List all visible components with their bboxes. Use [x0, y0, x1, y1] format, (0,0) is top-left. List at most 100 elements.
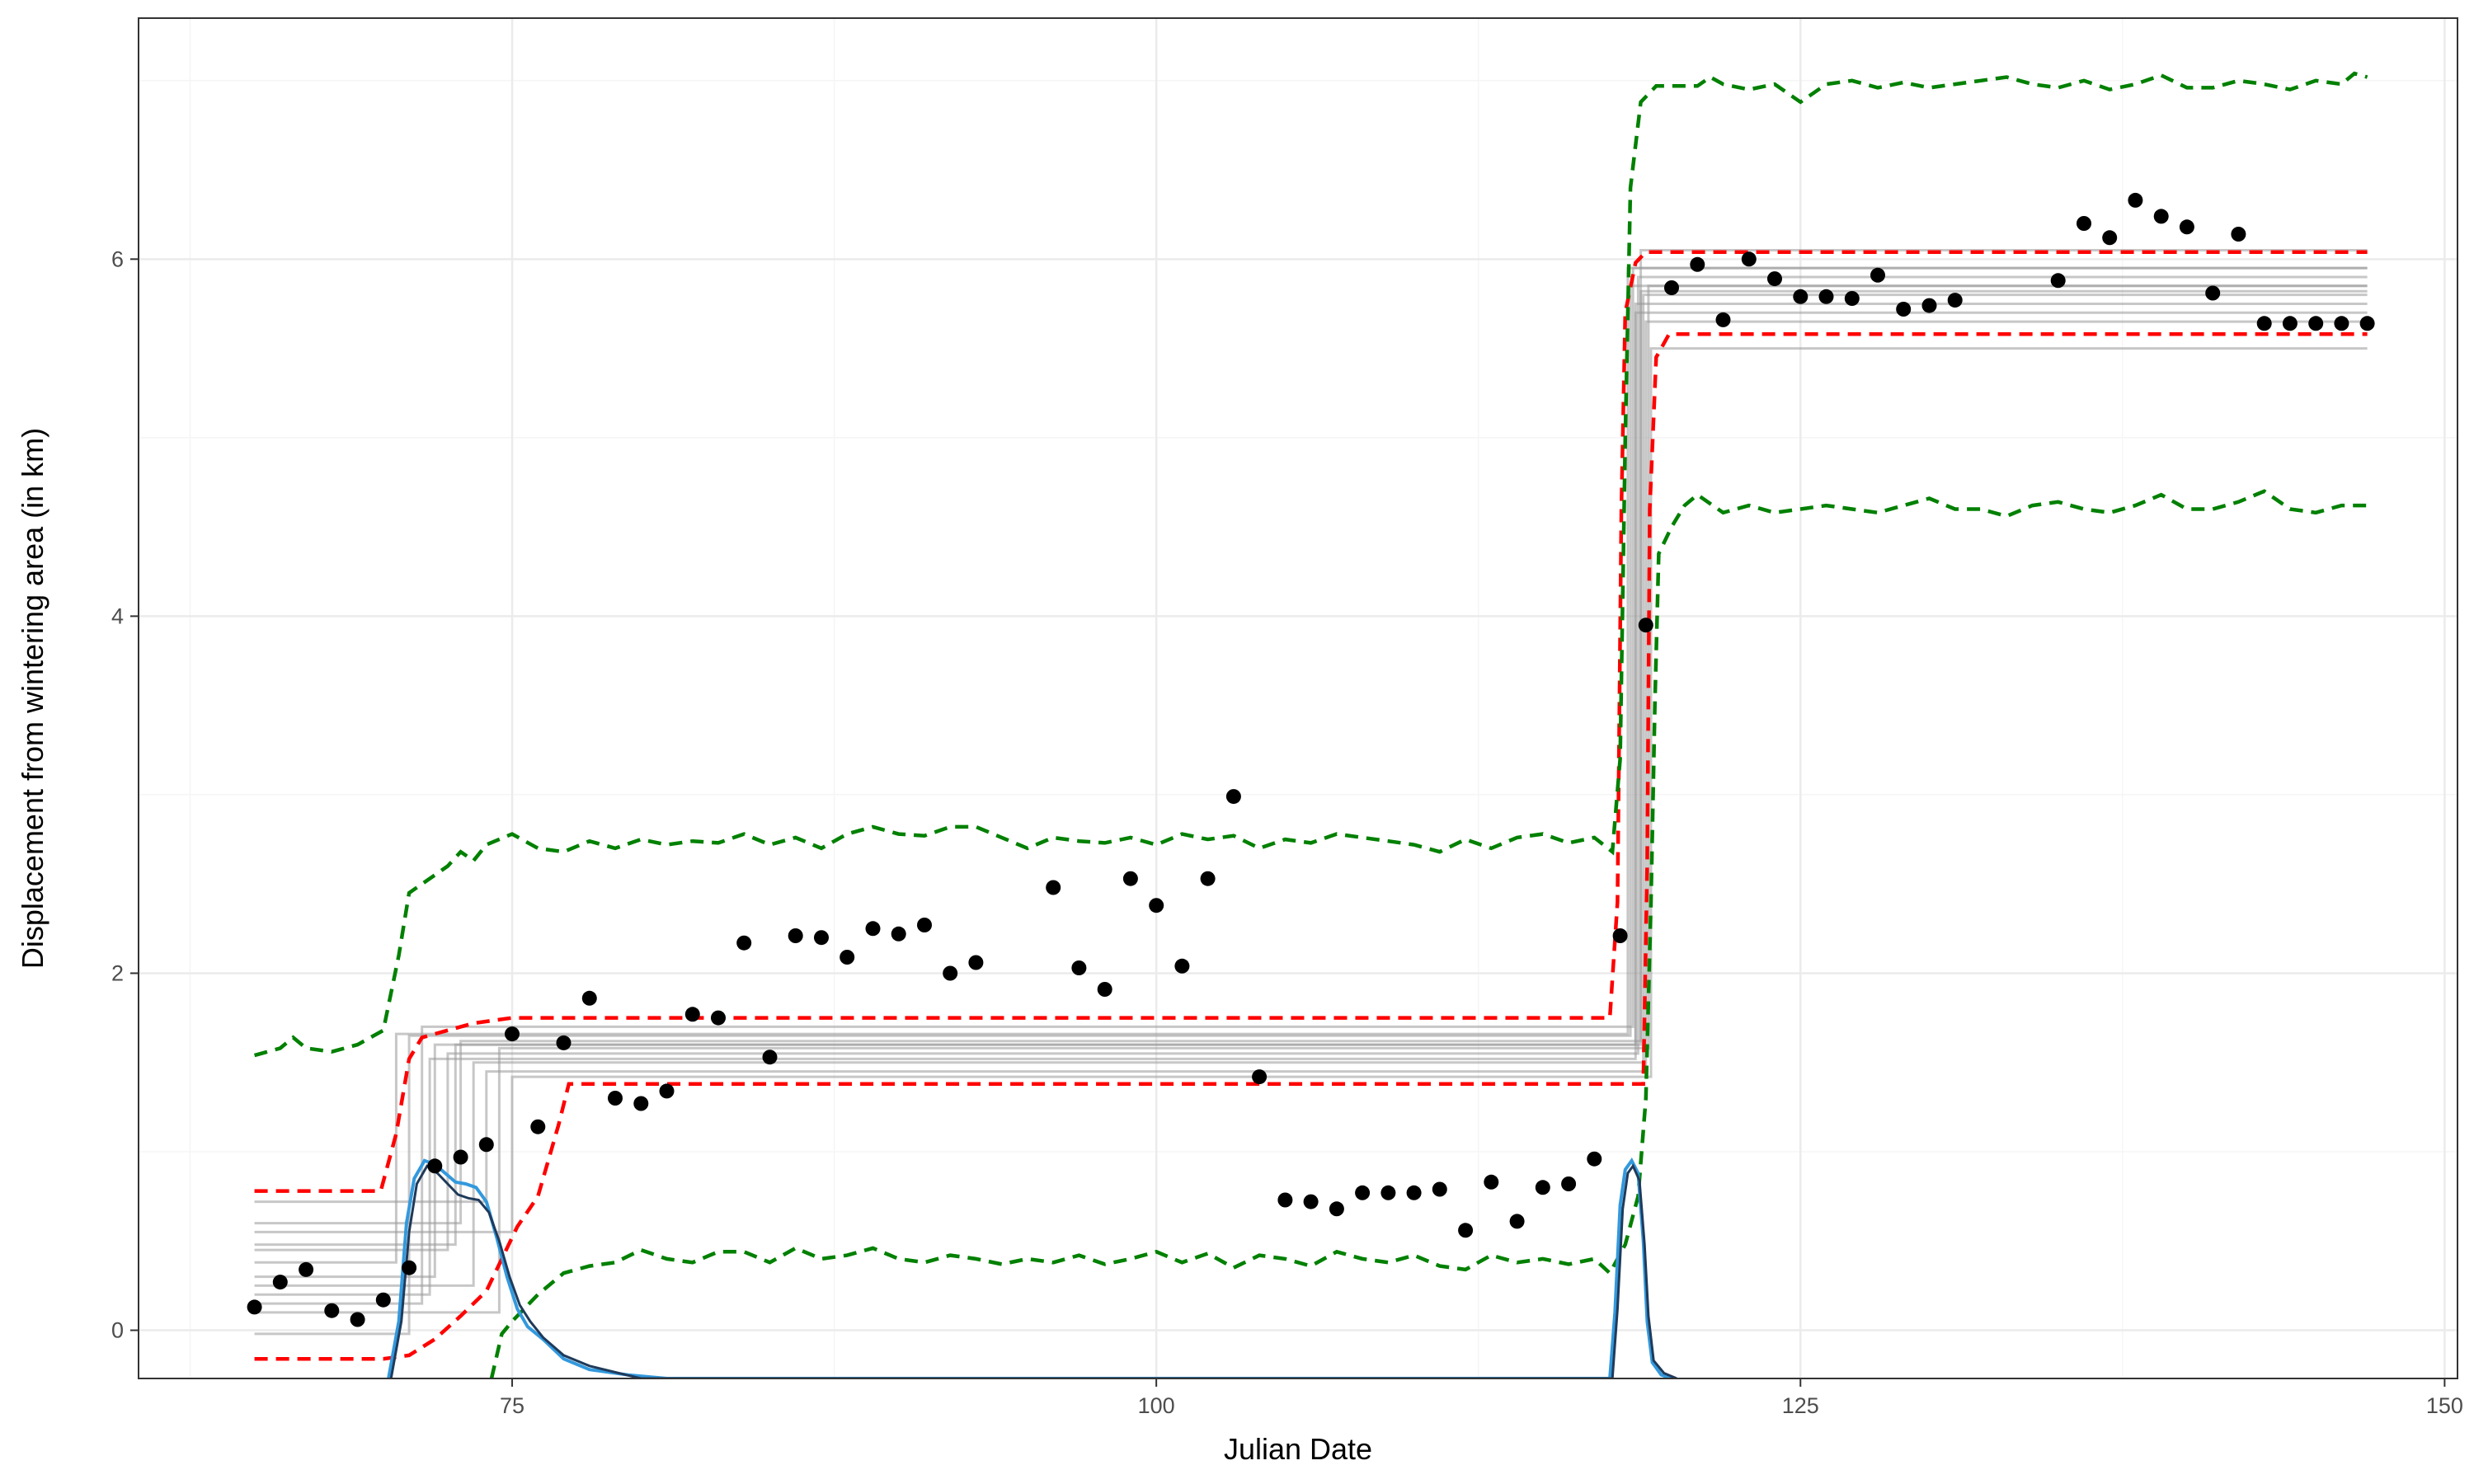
- grid-minor: [139, 18, 2458, 1378]
- prediction-interval-upper-line: [253, 71, 2368, 1058]
- data-point: [943, 965, 958, 981]
- data-point: [1715, 312, 1731, 327]
- fit-interval-upper-line: [254, 250, 2368, 1193]
- data-point: [1097, 982, 1112, 997]
- data-point: [1406, 1185, 1422, 1200]
- data-point: [1587, 1151, 1602, 1167]
- data-point: [1458, 1223, 1474, 1238]
- data-point: [581, 990, 597, 1006]
- data-point: [1303, 1194, 1319, 1209]
- fit-step-line: [254, 320, 2368, 1204]
- data-point: [427, 1158, 443, 1174]
- data-point: [324, 1303, 340, 1318]
- x-tick-label: 125: [1782, 1393, 1819, 1418]
- data-point: [1174, 958, 1190, 974]
- y-axis-title: Displacement from wintering area (in km): [16, 428, 49, 969]
- data-point: [1071, 960, 1087, 975]
- data-point: [350, 1312, 365, 1327]
- y-tick-label: 4: [111, 603, 124, 628]
- y-tick-label: 6: [111, 247, 124, 271]
- data-point: [1793, 289, 1808, 304]
- x-tick-label: 150: [2426, 1393, 2463, 1418]
- data-point: [1225, 789, 1241, 805]
- data-points: [247, 192, 2375, 1327]
- data-point: [1947, 293, 1963, 308]
- axis-ticks: [130, 258, 2446, 1387]
- data-point: [2308, 316, 2324, 331]
- data-point: [891, 926, 906, 942]
- data-point: [1664, 280, 1679, 295]
- data-point: [1767, 271, 1782, 287]
- fit-lines: [254, 249, 2368, 1336]
- data-point: [1535, 1180, 1550, 1195]
- data-point: [1149, 898, 1164, 913]
- data-point: [633, 1096, 649, 1111]
- data-point: [2077, 216, 2091, 231]
- data-point: [2128, 192, 2143, 208]
- data-point: [2256, 316, 2272, 331]
- data-point: [2205, 285, 2221, 301]
- data-point: [1638, 618, 1653, 633]
- x-tick-label: 100: [1138, 1393, 1175, 1418]
- data-point: [1509, 1214, 1525, 1229]
- data-point: [2334, 316, 2349, 331]
- data-point: [2153, 209, 2169, 224]
- data-point: [478, 1137, 494, 1153]
- data-point: [2359, 316, 2375, 331]
- x-tick-label: 75: [500, 1393, 524, 1418]
- data-point: [530, 1119, 546, 1134]
- data-point: [1870, 267, 1885, 283]
- data-point: [1484, 1174, 1499, 1190]
- data-point: [736, 935, 752, 951]
- axis-tick-labels: 75 100 125 150 0 2 4 6: [111, 247, 2463, 1418]
- data-point: [272, 1275, 288, 1290]
- data-point: [1561, 1176, 1577, 1191]
- data-point: [1200, 871, 1216, 886]
- data-point: [762, 1050, 778, 1065]
- data-point: [556, 1035, 571, 1050]
- fit-step-line: [254, 284, 2368, 1314]
- plot-area: [247, 71, 2375, 1378]
- data-point: [1432, 1181, 1447, 1197]
- data-point: [1329, 1201, 1344, 1217]
- data-point: [375, 1292, 391, 1308]
- data-point: [1355, 1185, 1371, 1200]
- y-tick-label: 0: [111, 1318, 124, 1343]
- data-point: [788, 928, 803, 943]
- data-point: [1818, 289, 1834, 304]
- data-point: [1741, 251, 1757, 267]
- prediction-interval: [253, 71, 2368, 1378]
- data-point: [684, 1007, 700, 1022]
- data-point: [1690, 256, 1705, 272]
- data-point: [968, 955, 984, 970]
- data-point: [814, 930, 829, 946]
- data-point: [840, 950, 855, 965]
- data-point: [608, 1091, 623, 1106]
- fit-interval: [254, 250, 2368, 1361]
- data-point: [453, 1149, 468, 1165]
- data-point: [1612, 928, 1628, 943]
- data-point: [2231, 227, 2246, 242]
- data-point: [1046, 880, 1061, 895]
- data-point: [1252, 1069, 1268, 1085]
- fit-step-line: [254, 347, 2368, 1233]
- fit-step-line: [254, 275, 2368, 1252]
- data-point: [1844, 291, 1860, 306]
- data-point: [1122, 871, 1138, 886]
- data-point: [659, 1083, 675, 1099]
- data-point: [865, 921, 881, 937]
- data-point: [2102, 230, 2118, 246]
- fit-step-line: [254, 266, 2368, 1264]
- data-point: [247, 1299, 262, 1315]
- x-axis-title: Julian Date: [1224, 1432, 1372, 1466]
- data-point: [299, 1261, 314, 1277]
- data-point: [505, 1026, 520, 1042]
- data-point: [2050, 273, 2066, 289]
- fit-step-line: [254, 294, 2368, 1287]
- data-point: [402, 1260, 417, 1275]
- y-tick-label: 2: [111, 960, 124, 985]
- grid-major: [139, 18, 2458, 1378]
- data-point: [2179, 219, 2194, 235]
